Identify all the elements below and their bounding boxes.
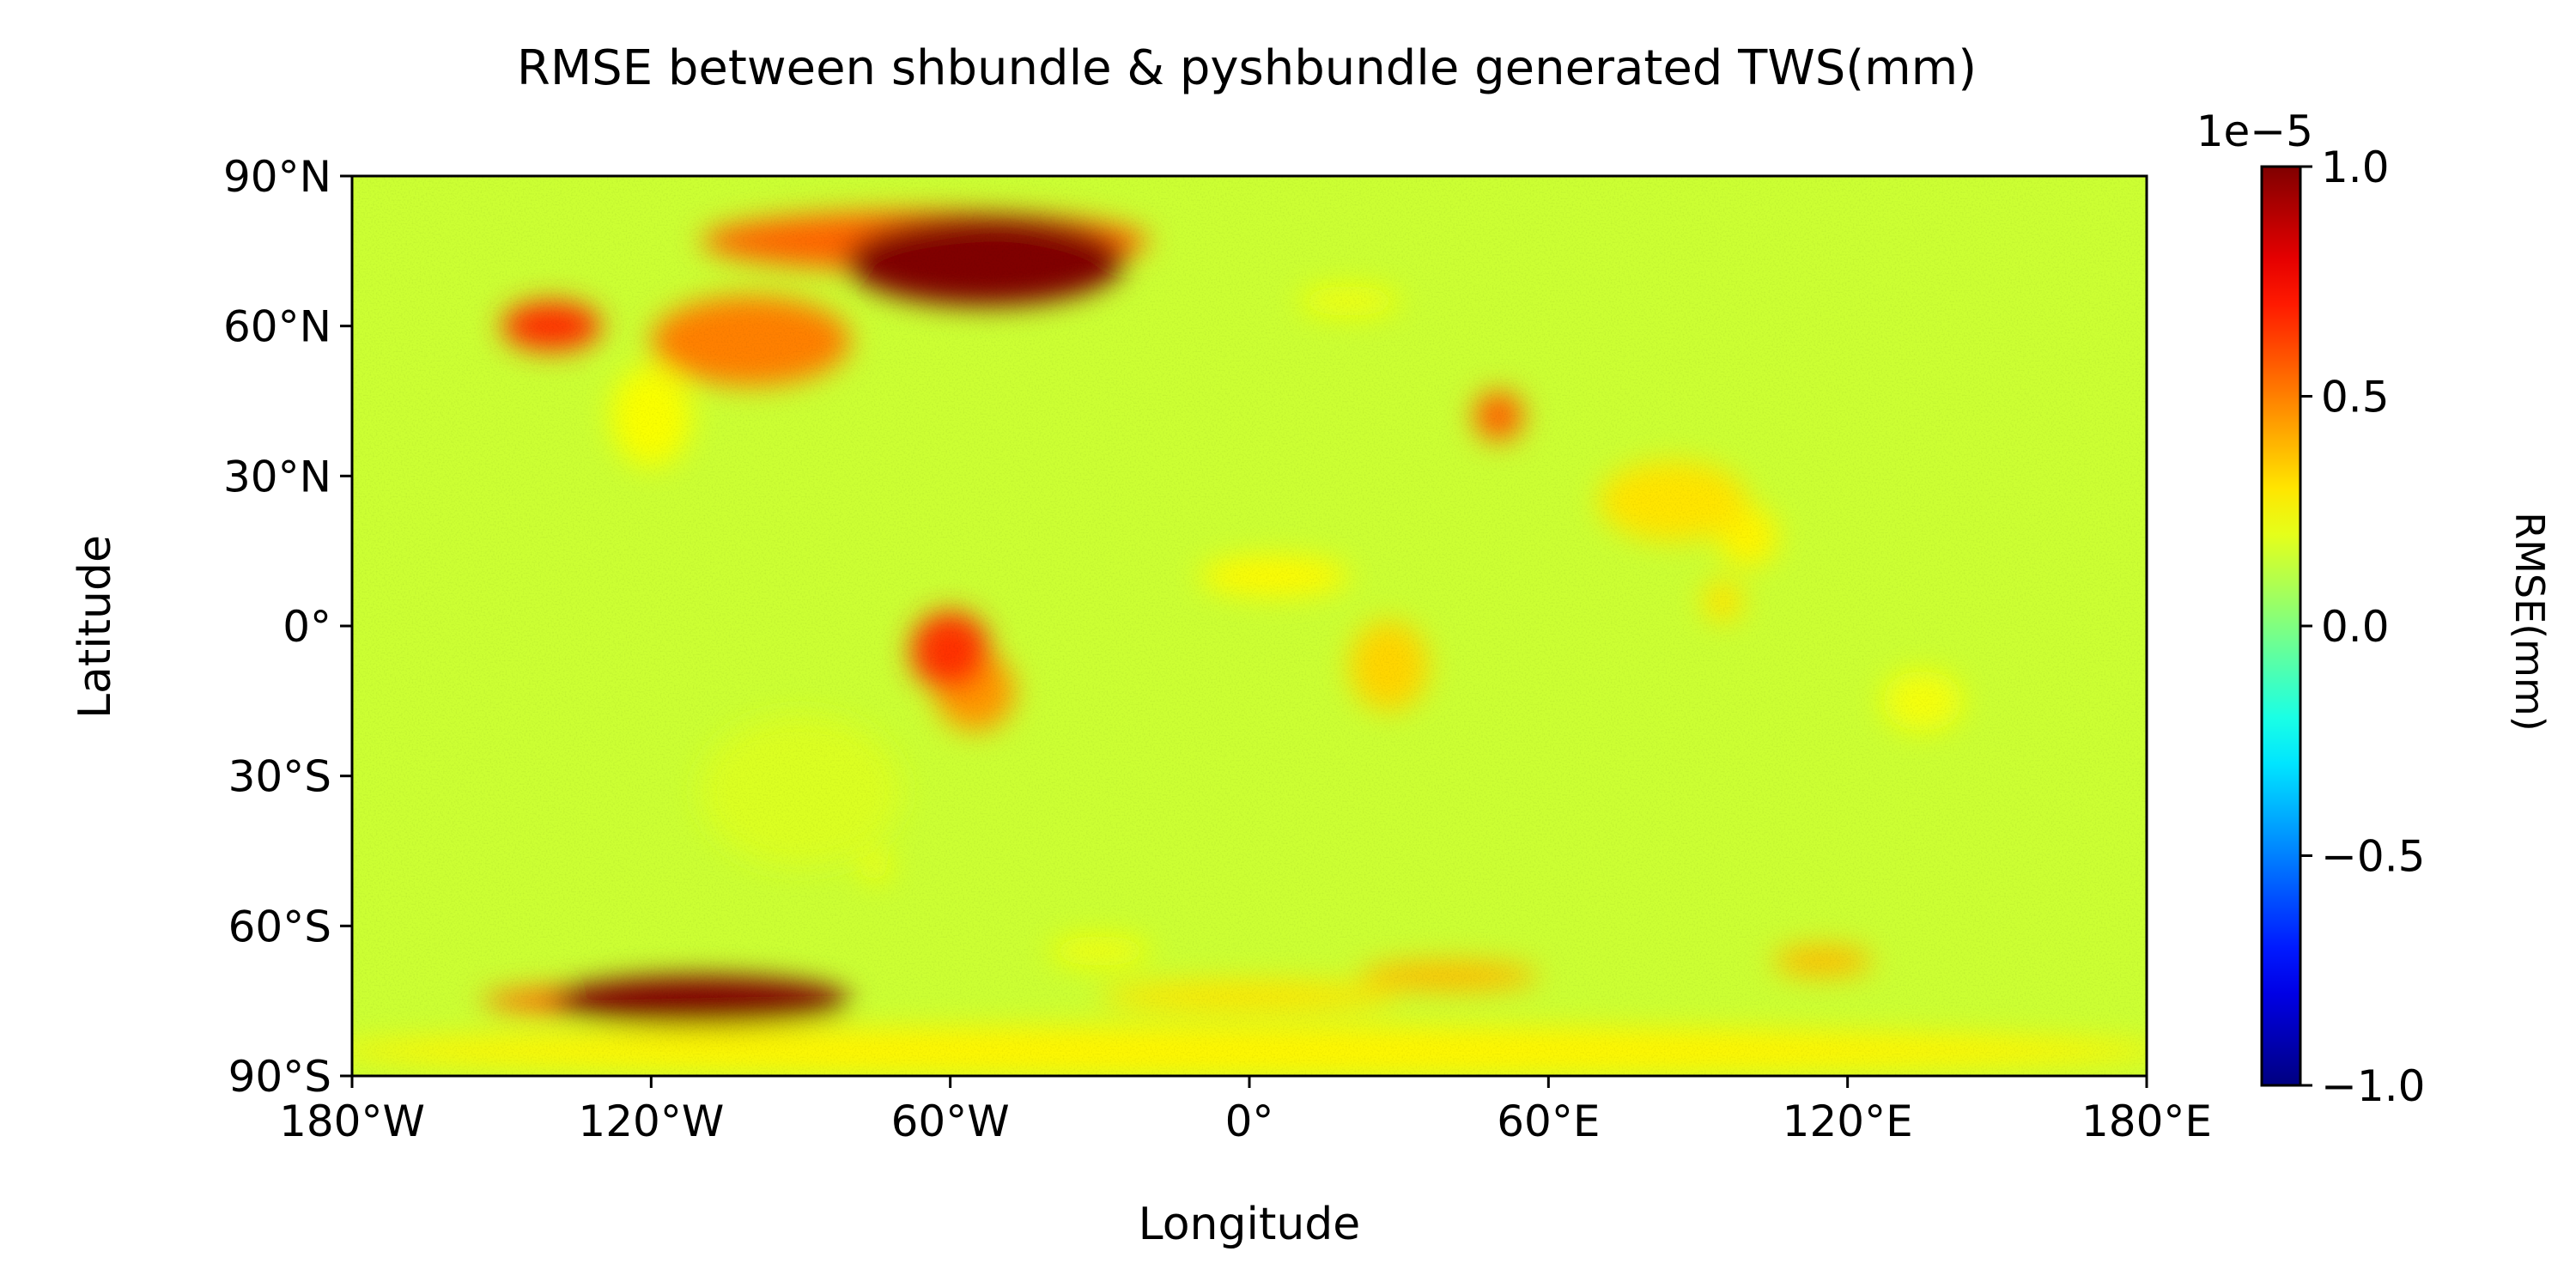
y-tick-label: 30°N bbox=[223, 452, 331, 501]
colorbar-ticks: 1.0 0.5 0.0 −0.5 −1.0 bbox=[2300, 143, 2425, 1111]
colorbar-offset-label: 1e−5 bbox=[2196, 106, 2313, 156]
y-tick-label: 0° bbox=[283, 602, 331, 652]
y-axis: 90°N 60°N 30°N 0° 30°S 60°S 90°S bbox=[223, 152, 352, 1102]
x-tick-label: 60°E bbox=[1497, 1097, 1600, 1146]
y-tick-label: 90°S bbox=[228, 1052, 331, 1102]
colorbar-tick-label: −1.0 bbox=[2321, 1061, 2425, 1111]
x-tick-label: 120°E bbox=[1783, 1097, 1913, 1146]
plot-area bbox=[350, 174, 2148, 1078]
colorbar-tick-label: 0.0 bbox=[2321, 602, 2390, 652]
x-axis: 180°W 120°W 60°W 0° 60°E 120°E 180°E bbox=[279, 1076, 2212, 1146]
y-tick-label: 30°S bbox=[228, 752, 331, 802]
colorbar-scale bbox=[2260, 165, 2302, 1087]
colorbar-tick-label: 1.0 bbox=[2321, 143, 2390, 192]
colorbar-tick-label: −0.5 bbox=[2321, 832, 2425, 882]
chart-title: RMSE between shbundle & pyshbundle gener… bbox=[517, 40, 1977, 96]
x-tick-label: 0° bbox=[1225, 1097, 1274, 1146]
x-tick-label: 180°E bbox=[2081, 1097, 2212, 1146]
x-axis-label: Longitude bbox=[1139, 1199, 1361, 1250]
x-tick-label: 60°W bbox=[891, 1097, 1010, 1146]
y-axis-label: Latitude bbox=[70, 535, 121, 719]
heatmap-speckle bbox=[352, 176, 2147, 1076]
x-tick-label: 120°W bbox=[578, 1097, 724, 1146]
y-tick-label: 60°N bbox=[223, 302, 331, 352]
x-tick-label: 180°W bbox=[279, 1097, 425, 1146]
y-tick-label: 60°S bbox=[228, 902, 331, 951]
colorbar-label: RMSE(mm) bbox=[2506, 512, 2553, 731]
y-tick-label: 90°N bbox=[223, 152, 331, 202]
colorbar: 1.0 0.5 0.0 −0.5 −1.0 1e−5 RMSE(mm) bbox=[2196, 106, 2553, 1111]
colorbar-tick-label: 0.5 bbox=[2321, 373, 2390, 422]
